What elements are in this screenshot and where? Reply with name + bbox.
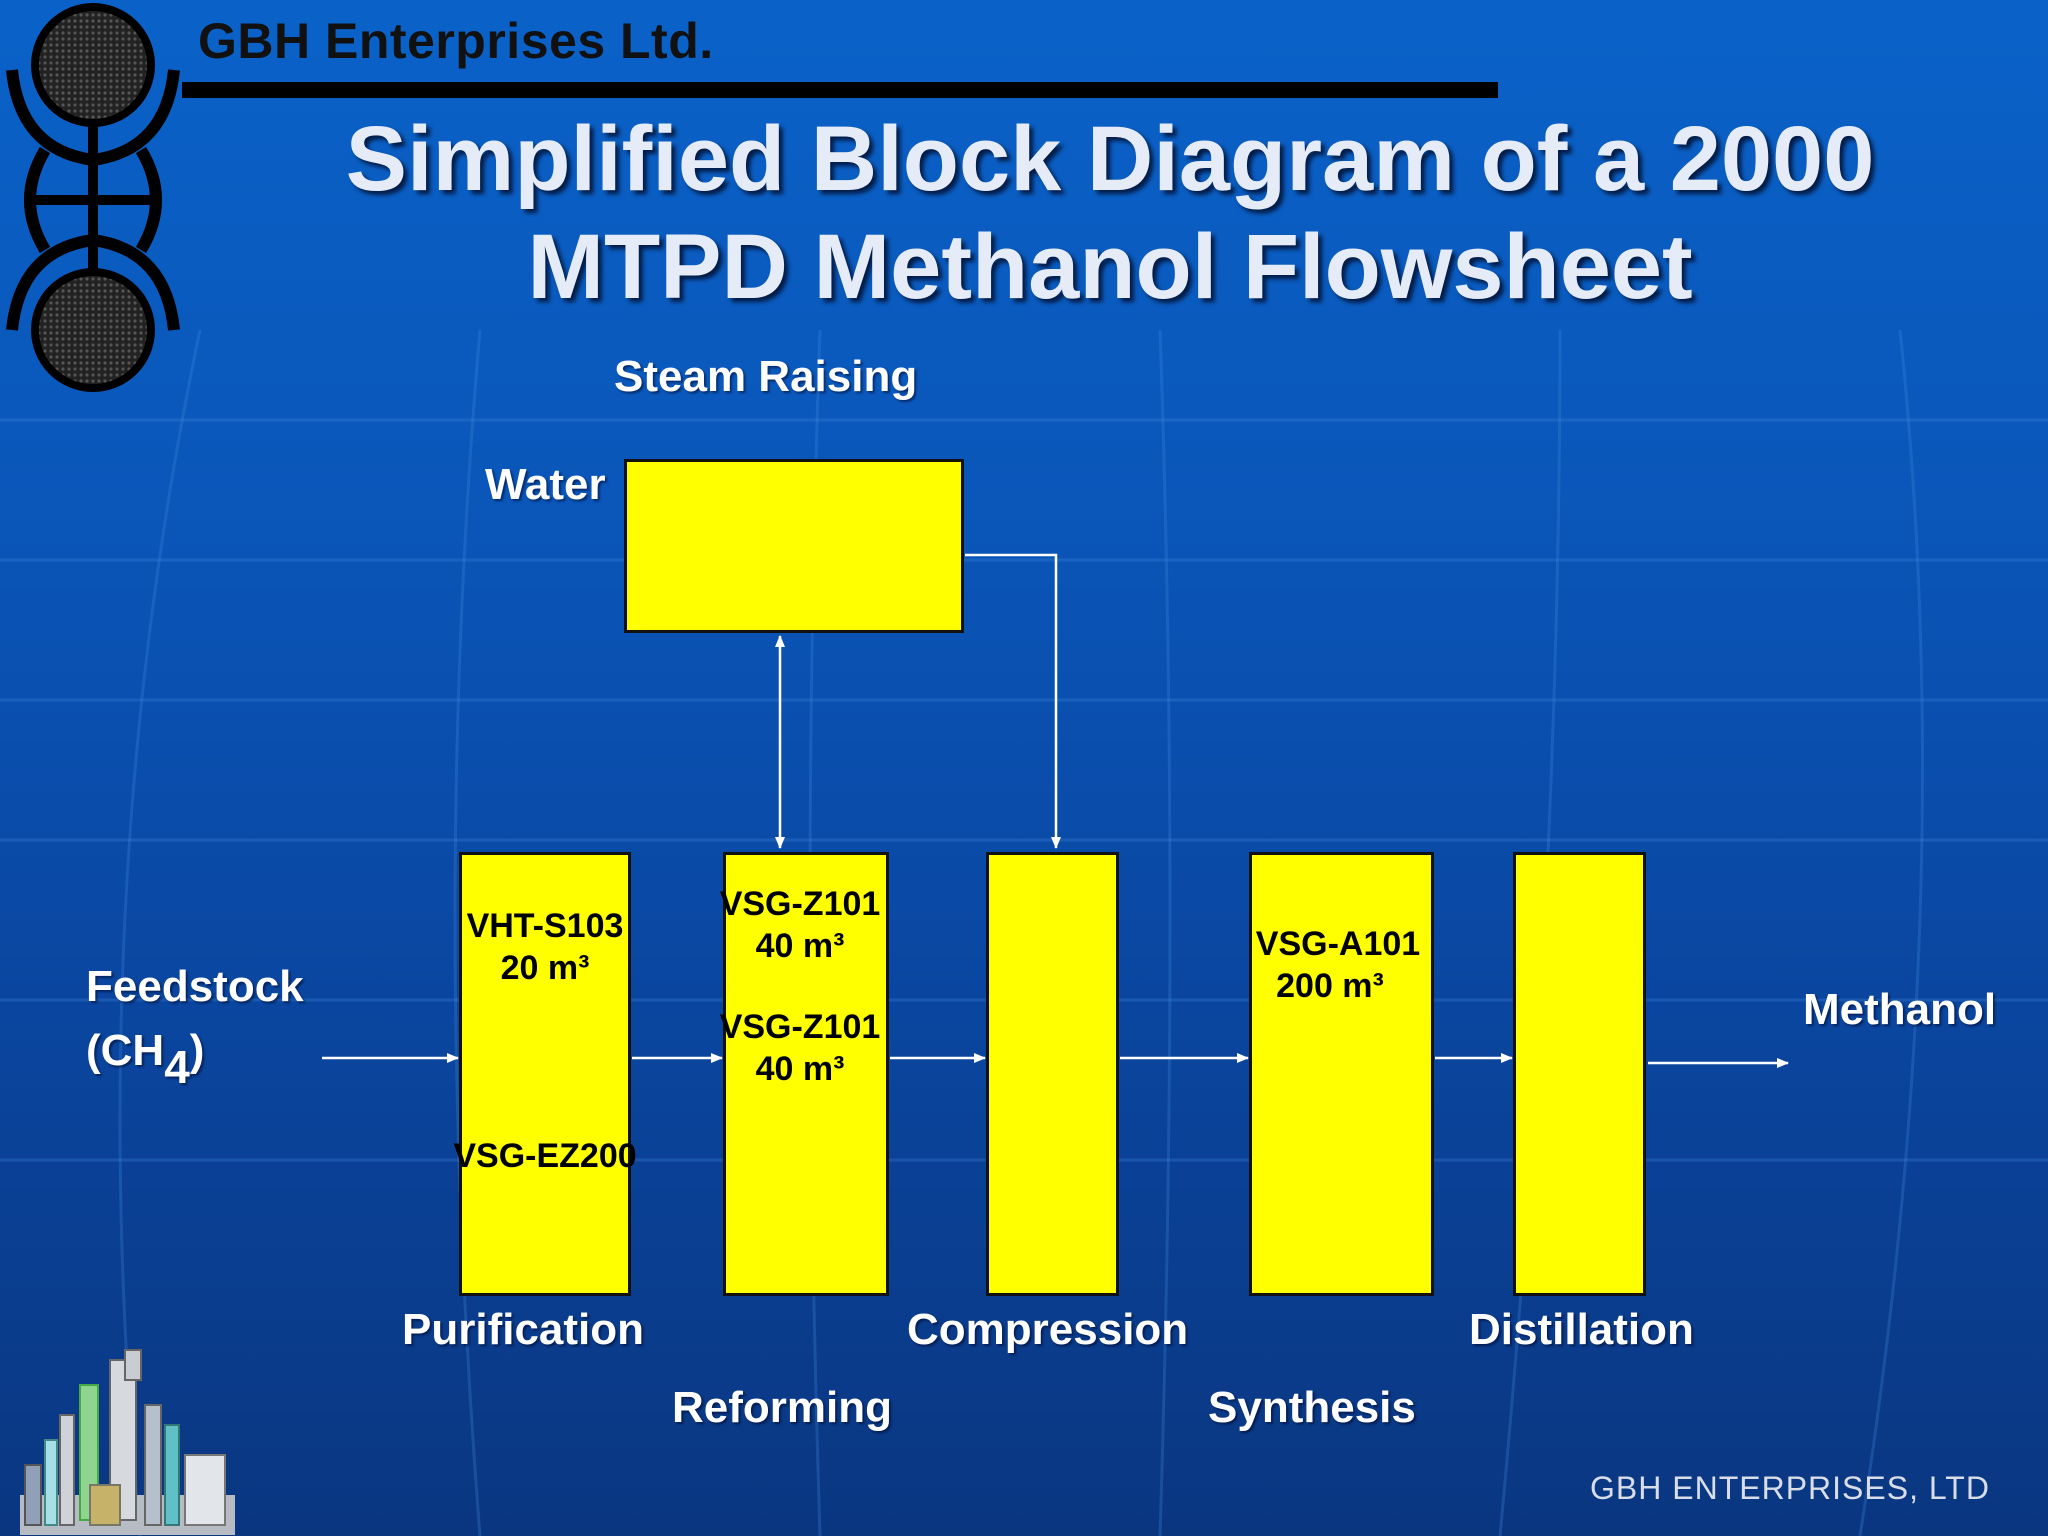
page-title: Simplified Block Diagram of a 2000 MTPD … (260, 105, 1960, 321)
steam-raising-block (624, 459, 964, 633)
synthesis-volume-1: 200 m³ (1276, 967, 1384, 1005)
reforming-volume-1: 40 m³ (755, 927, 845, 965)
water-label: Water (485, 460, 606, 509)
reforming-label: Reforming (672, 1383, 892, 1432)
plant-illustration (20, 1349, 235, 1535)
reforming-equipment-1: VSG-Z101 (719, 885, 881, 923)
purification-equipment-2: VSG-EZ200 (453, 1137, 637, 1175)
reforming-equipment-2: VSG-Z101 (719, 1008, 881, 1046)
purification-volume-1: 20 m³ (500, 949, 590, 987)
title-line-2: MTPD Methanol Flowsheet (527, 216, 1693, 318)
formula-prefix: (CH (86, 1026, 165, 1075)
synthesis-block (1249, 852, 1434, 1296)
synthesis-equipment-1: VSG-A101 (1255, 925, 1421, 963)
steam-raising-label: Steam Raising (614, 352, 918, 401)
feedstock-formula: (CH4) (86, 1022, 205, 1093)
reforming-block (723, 852, 889, 1296)
methanol-label: Methanol (1803, 985, 1997, 1034)
gbh-logo (6, 3, 180, 392)
synthesis-label: Synthesis (1208, 1383, 1416, 1432)
reforming-volume-2: 40 m³ (755, 1050, 845, 1088)
formula-subscript: 4 (164, 1041, 190, 1093)
title-line-1: Simplified Block Diagram of a 2000 (345, 108, 1875, 210)
footer-company: GBH ENTERPRISES, LTD (1590, 1470, 1990, 1506)
formula-suffix: ) (189, 1026, 205, 1075)
header-rule (182, 82, 1498, 98)
distillation-block (1513, 852, 1646, 1296)
feedstock-label: Feedstock (86, 962, 304, 1011)
compression-label: Compression (907, 1305, 1189, 1354)
purification-label: Purification (402, 1305, 645, 1354)
steam-to-compression-arrow (965, 553, 1061, 849)
purification-equipment-1: VHT-S103 (466, 907, 624, 945)
compression-block (986, 852, 1119, 1296)
company-header: GBH Enterprises Ltd. (198, 13, 714, 69)
purification-block (459, 852, 631, 1296)
distillation-label: Distillation (1469, 1305, 1694, 1354)
